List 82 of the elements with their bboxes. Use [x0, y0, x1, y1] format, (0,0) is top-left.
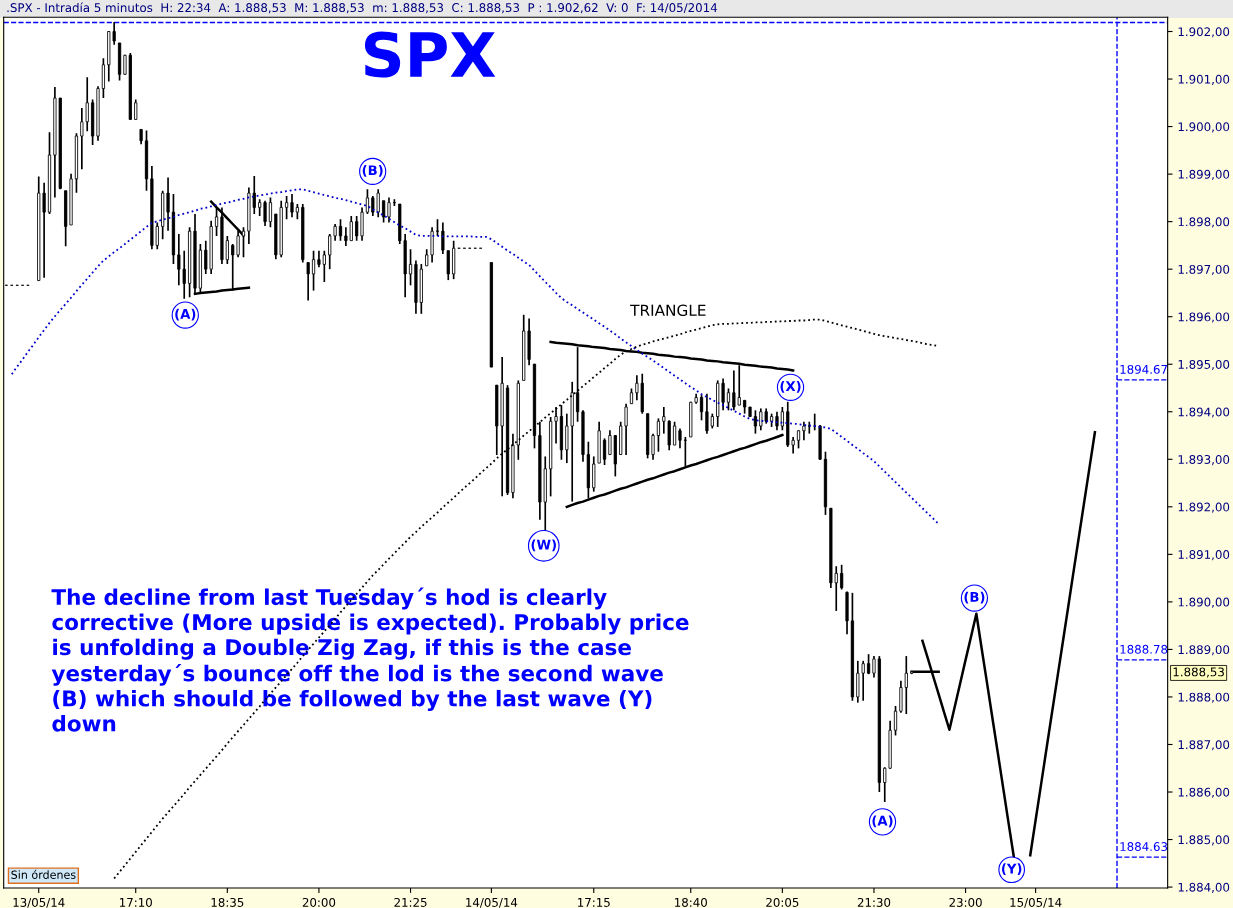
y-tick-label: 1.892,00 — [1178, 502, 1230, 513]
x-tick-label: 14/05/14 — [466, 897, 518, 908]
candlestick — [101, 57, 105, 99]
annotation: (W) — [531, 539, 556, 552]
candlestick — [360, 206, 364, 242]
y-tick-label: 1.885,00 — [1178, 835, 1230, 846]
candlestick — [365, 188, 370, 215]
y-tick-label: 1.886,00 — [1178, 787, 1230, 798]
annotation: (A) — [872, 815, 893, 828]
candlestick — [214, 206, 219, 237]
candlestick — [753, 409, 758, 435]
y-tick-label: 1.900,00 — [1178, 122, 1230, 133]
x-tick-label: 13/05/14 — [13, 897, 65, 908]
chart-subtitle: .SPX - Intradía 5 minutos H: 22:34 A: 1.888,53 M: 1.888,53 m: 1.888,53 C: 1.888,53 P : 1.902,62 V: 0 F: 14/05/2014 — [7, 2, 718, 14]
annotation: Sin órdenes — [11, 869, 76, 879]
candlestick — [387, 196, 391, 224]
annotation: The decline from last Tuesday´s hod is clearly corrective (More upside is expected). Probably price is unfolding a Double Zig Zag, if this is the case yesterday´s bounce off the lod is the second wave (B) which should be followed by the last wave (Y) down — [51, 587, 689, 732]
candlestick — [306, 261, 310, 302]
candlestick — [554, 406, 558, 445]
y-tick-label: 1.895,00 — [1178, 359, 1230, 371]
annotation: (A) — [175, 308, 196, 321]
y-tick-label: 1.887,00 — [1178, 740, 1230, 751]
candlestick — [408, 248, 413, 287]
candlestick — [263, 199, 267, 227]
ref-line-label: 1894.67 — [1120, 364, 1167, 374]
annotation: TRIANGLE — [630, 304, 706, 317]
candlestick — [285, 195, 289, 221]
candlestick — [241, 226, 246, 259]
ref-line-label: 1884.63 — [1120, 842, 1168, 852]
candlestick — [290, 193, 294, 219]
candlestick — [726, 387, 731, 412]
x-tick-label: 20:00 — [302, 897, 336, 907]
candlestick — [893, 705, 898, 737]
y-tick-label: 1.891,00 — [1178, 550, 1230, 561]
line-series — [10, 188, 940, 525]
candlestick — [268, 196, 273, 229]
y-tick-label: 1.898,00 — [1178, 217, 1230, 228]
annotation: (B) — [964, 591, 985, 604]
y-tick-label: 1.902,00 — [1178, 27, 1230, 38]
candlestick — [575, 346, 580, 423]
x-tick-label: 20:05 — [766, 897, 799, 907]
candlestick — [134, 98, 138, 121]
candlestick — [381, 199, 386, 224]
candlestick — [355, 215, 359, 242]
y-tick-label: 1.901,00 — [1178, 74, 1230, 85]
annotation: (Y) — [1002, 863, 1022, 876]
candlestick — [602, 437, 607, 466]
x-tick-label: 18:35 — [211, 897, 244, 907]
candlestick — [683, 436, 687, 468]
y-tick-label: 1.896,00 — [1178, 312, 1230, 323]
ref-line-label: 1888.78 — [1120, 644, 1168, 654]
x-tick-label: 21:25 — [394, 897, 427, 907]
candlestick — [780, 406, 784, 432]
x-tick-label: 17:10 — [120, 897, 152, 907]
candlestick — [840, 563, 844, 591]
y-tick-label: 1.897,00 — [1178, 264, 1230, 276]
x-tick-label: 17:15 — [578, 898, 610, 907]
y-tick-label: 1.893,00 — [1178, 455, 1230, 466]
y-tick-label: 1.899,00 — [1178, 169, 1230, 180]
y-tick-label: 1.884,00 — [1178, 882, 1230, 893]
candlestick — [802, 420, 806, 442]
candlestick — [311, 249, 316, 292]
annotation: (X) — [780, 380, 801, 393]
annotation: (B) — [362, 165, 383, 177]
candlestick — [699, 394, 704, 422]
chart-title: SPX — [364, 31, 496, 78]
y-tick-label: 1.889,00 — [1178, 645, 1230, 656]
candlestick — [872, 655, 876, 679]
y-tick-label: 1.888,00 — [1178, 692, 1230, 703]
candlestick — [796, 429, 801, 450]
text: 1.888,53 — [1173, 667, 1224, 678]
x-tick-label: 23:00 — [949, 897, 982, 907]
x-tick-label: 15/05/14 — [1010, 897, 1062, 908]
y-tick-label: 1.890,00 — [1178, 597, 1230, 608]
x-tick-label: 18:40 — [675, 897, 707, 907]
y-tick-label: 1.894,00 — [1178, 407, 1230, 418]
candlestick — [651, 432, 655, 461]
candlestick — [672, 420, 677, 446]
candlestick — [338, 218, 343, 242]
x-tick-label: 21:30 — [857, 897, 891, 907]
candlestick — [678, 427, 682, 450]
candlestick — [656, 417, 661, 453]
